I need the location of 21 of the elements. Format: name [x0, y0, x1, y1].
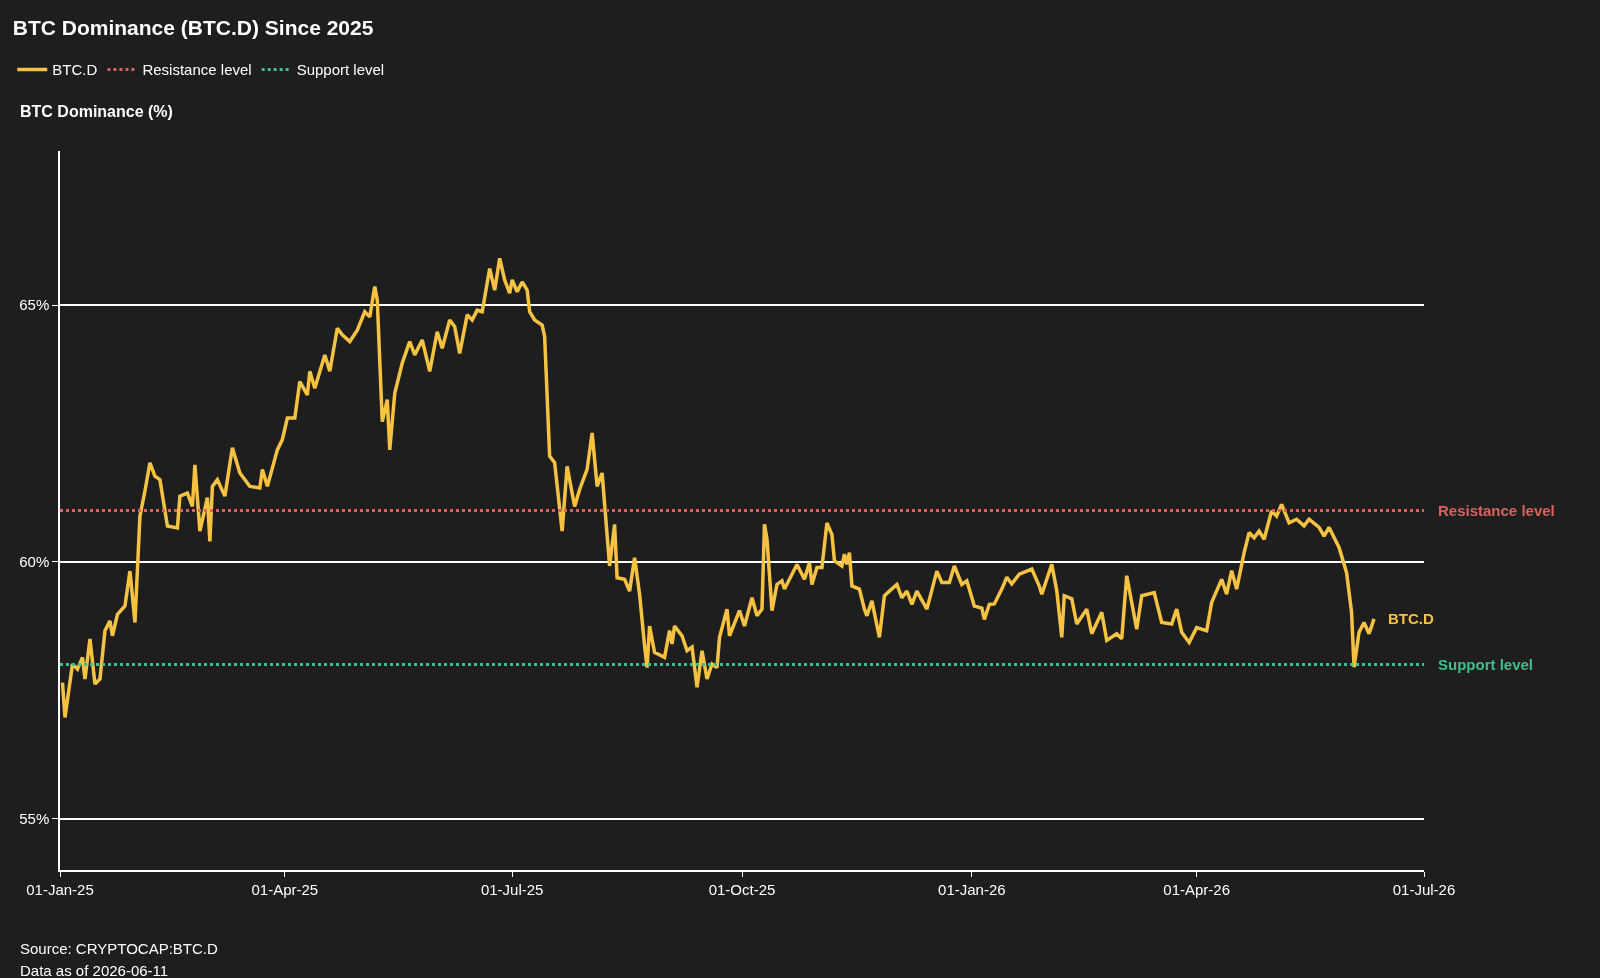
- y-axis-title: BTC Dominance (%): [20, 103, 173, 120]
- ref-line-label: Support level: [1438, 656, 1534, 673]
- x-tick-label: 01-Apr-25: [251, 880, 319, 898]
- legend-label: BTC.D: [52, 61, 98, 79]
- text: Data as of 2026-06-11: [20, 962, 169, 978]
- x-tick-label: 01-Jan-26: [938, 880, 1006, 898]
- source-note: Source: CRYPTOCAP:BTC.D: [20, 940, 218, 957]
- text: Support level: [296, 61, 385, 79]
- ref-line-label: Resistance level: [1438, 502, 1555, 519]
- x-tick-label: 01-Jan-25: [26, 880, 94, 898]
- x-tick-label: 01-Apr-26: [1163, 880, 1231, 898]
- text: BTC.D: [1388, 610, 1434, 627]
- x-tick-label: 01-Oct-25: [708, 880, 776, 898]
- y-tick-label: 55%: [19, 809, 50, 827]
- x-tick-label: 01-Jul-25: [480, 880, 544, 898]
- chart-title: BTC Dominance (BTC.D) Since 2025: [12, 15, 374, 39]
- y-tick-label: 65%: [19, 296, 50, 314]
- x-tick-label: 01-Jul-26: [1392, 880, 1456, 898]
- line-series: [60, 256, 1376, 720]
- y-tick-label: 60%: [19, 553, 50, 571]
- text: Resistance level: [142, 61, 252, 79]
